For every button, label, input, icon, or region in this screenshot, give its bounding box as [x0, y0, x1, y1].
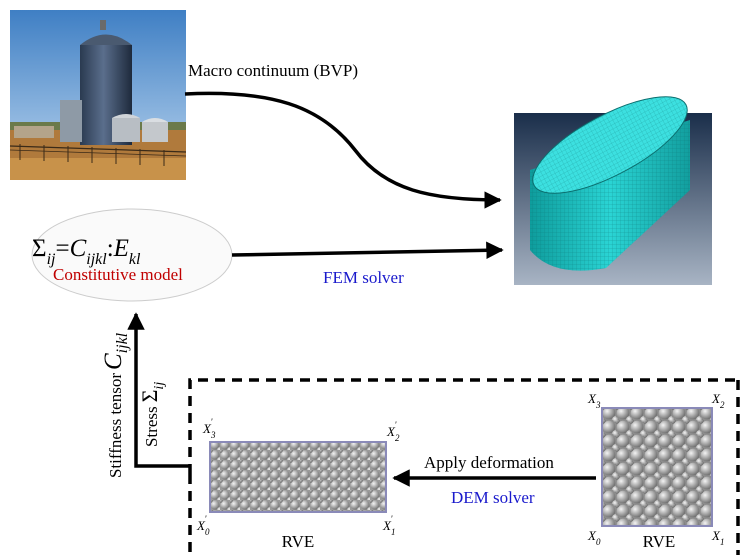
macro-arrow: [184, 91, 502, 209]
corner-x0: X0: [587, 528, 601, 547]
rve-deformed-sample: [209, 441, 387, 513]
corner-x1-prime: X1': [382, 514, 395, 537]
fem-solver-label: FEM solver: [323, 268, 404, 287]
corner-x2: X2: [711, 391, 725, 410]
fem-arrow: [231, 241, 504, 260]
silo-photo: [9, 10, 187, 180]
feedback-arrow: [127, 312, 190, 468]
macro-continuum-label: Macro continuum (BVP): [188, 61, 358, 80]
constitutive-model-label: Constitutive model: [53, 265, 183, 284]
corner-x2-prime: X2': [386, 420, 400, 443]
dem-solver-label: DEM solver: [451, 488, 535, 507]
stiffness-label: Stiffness tensorCijkl: [100, 332, 131, 478]
rve-right-label: RVE: [643, 532, 676, 551]
corner-x3-prime: X3': [202, 417, 216, 440]
constitutive-equation: Σij=Cijkl:Ekl: [32, 235, 141, 268]
rve-initial-sample: [601, 407, 713, 527]
rve-dashed-box: [188, 378, 740, 555]
stress-label: StressΣij: [137, 382, 167, 447]
corner-x1: X1: [711, 528, 724, 547]
fem-cylinder-render: [514, 96, 712, 285]
apply-deformation-label: Apply deformation: [424, 453, 554, 472]
corner-x3: X3: [587, 391, 601, 410]
rve-left-label: RVE: [282, 532, 315, 551]
corner-x0-prime: X0': [196, 514, 210, 537]
